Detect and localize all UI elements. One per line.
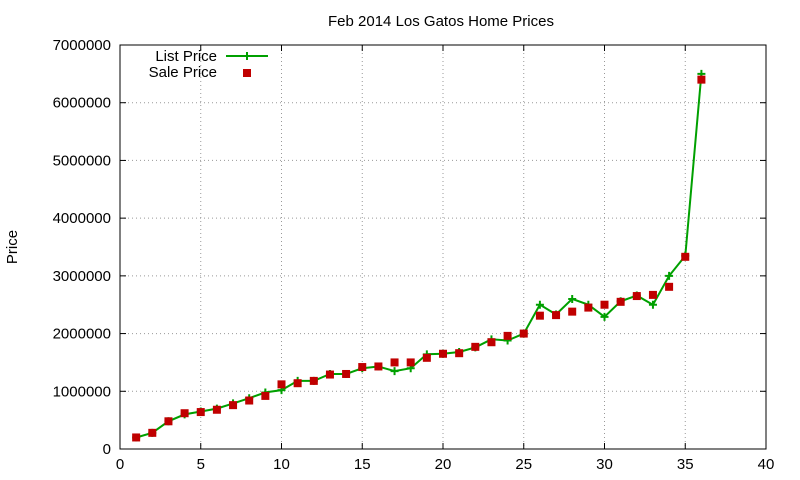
sale-price-point (148, 428, 157, 437)
x-tick-label: 25 (515, 456, 532, 473)
sale-price-point (374, 362, 383, 371)
list-price-point (535, 300, 544, 309)
sale-price-point (422, 353, 431, 362)
sale-price-point (358, 363, 367, 372)
sale-price-point (584, 303, 593, 312)
list-price-point (568, 294, 577, 303)
sale-price-point (277, 380, 286, 389)
sale-price-point (665, 282, 674, 291)
sale-price-point (196, 408, 205, 417)
list-price-point (665, 271, 674, 280)
y-tick-label: 5000000 (53, 152, 111, 169)
legend-label-sale-price: Sale Price (149, 64, 217, 81)
sale-price-point (229, 401, 238, 410)
sale-price-point (132, 433, 141, 442)
legend-marker-list-price (243, 52, 251, 60)
sale-price-point (600, 300, 609, 309)
legend-label-list-price: List Price (155, 48, 217, 65)
sale-price-point (503, 331, 512, 340)
x-tick-label: 35 (677, 456, 694, 473)
sale-price-point (325, 370, 334, 379)
sale-price-point (487, 338, 496, 347)
sale-price-point (293, 379, 302, 388)
sale-price-point (245, 396, 254, 405)
y-tick-label: 2000000 (53, 326, 111, 343)
y-tick-label: 4000000 (53, 210, 111, 227)
legend-marker-sale-price (243, 69, 251, 77)
list-price-point (600, 312, 609, 321)
y-tick-label: 1000000 (53, 383, 111, 400)
sale-price-point (342, 369, 351, 378)
axes: 0 5 10 15 20 25 30 35 40 0 1000000 2000000 3000000 40… (53, 37, 775, 473)
x-tick-label: 5 (197, 456, 205, 473)
sale-price-point (439, 349, 447, 358)
sale-price-point (519, 329, 528, 338)
sale-price-point (535, 311, 544, 320)
sale-price-point (681, 252, 690, 261)
series-layer (132, 69, 706, 442)
sale-price-point (616, 297, 625, 306)
x-tick-label: 0 (116, 456, 124, 473)
sale-price-point (406, 358, 415, 367)
sale-price-point (180, 409, 189, 418)
sale-price-point (648, 290, 657, 299)
sale-price-point (309, 376, 318, 385)
sale-price-point (261, 391, 270, 400)
x-tick-label: 40 (758, 456, 775, 473)
y-tick-label: 7000000 (53, 37, 111, 54)
sale-price-point (552, 311, 561, 320)
y-tick-label: 3000000 (53, 268, 111, 285)
sale-price-point (471, 342, 480, 351)
sale-price-point (697, 75, 706, 84)
sale-price-point (632, 292, 641, 301)
sale-price-point (212, 405, 221, 414)
sale-price-point (455, 349, 464, 358)
sale-price-point (164, 417, 173, 426)
list-price-point (648, 300, 657, 309)
x-tick-label: 10 (273, 456, 290, 473)
y-tick-label: 0 (103, 441, 111, 458)
legend: List Price Sale Price (149, 48, 268, 81)
sale-price-point (568, 307, 577, 316)
chart-title: Feb 2014 Los Gatos Home Prices (328, 13, 554, 30)
x-tick-label: 20 (435, 456, 452, 473)
sale-price-point (390, 358, 399, 367)
y-tick-label: 6000000 (53, 95, 111, 112)
x-tick-label: 30 (596, 456, 613, 473)
x-tick-label: 15 (354, 456, 371, 473)
list-price-point (390, 367, 399, 376)
y-axis-label: Price (4, 230, 21, 264)
